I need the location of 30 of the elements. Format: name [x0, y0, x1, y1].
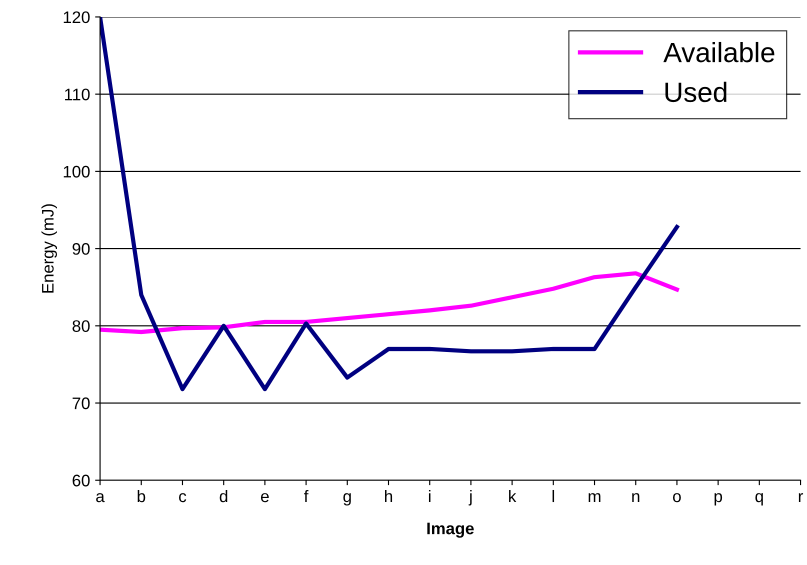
line-series — [100, 271, 680, 334]
x-tick-label: m — [588, 493, 600, 502]
legend-label: Available — [663, 42, 774, 62]
y-tick-label: 60 — [72, 474, 90, 486]
y-axis-title: Energy (mJ) — [41, 204, 57, 293]
legend-label: Used — [665, 82, 726, 102]
x-tick-label: f — [304, 490, 308, 502]
x-tick-label: k — [509, 490, 516, 502]
y-tick-label: 120 — [64, 11, 90, 24]
x-tick-label: p — [714, 493, 722, 506]
x-tick-label: i — [428, 490, 430, 502]
x-tick-label: r — [798, 493, 804, 502]
y-tick-label: 80 — [72, 320, 90, 332]
x-tick-label: n — [632, 493, 640, 502]
x-tick-label: e — [260, 493, 269, 502]
x-tick-label: c — [179, 493, 186, 502]
x-tick-label: d — [220, 490, 228, 502]
x-tick-label: g — [343, 493, 351, 506]
x-tick-label: l — [552, 490, 554, 502]
x-tick-label: a — [96, 493, 105, 502]
y-tick-label: 70 — [72, 397, 90, 410]
x-tick-label: j — [468, 490, 472, 506]
y-tick-label: 100 — [64, 166, 90, 178]
x-axis-title: Image — [427, 522, 474, 538]
y-tick-label: 110 — [65, 88, 90, 100]
x-tick-label: o — [672, 493, 681, 502]
x-tick-label: q — [755, 493, 763, 506]
y-tick-label: 90 — [72, 243, 90, 255]
x-tick-label: h — [385, 490, 392, 502]
x-tick-label: b — [138, 490, 146, 502]
